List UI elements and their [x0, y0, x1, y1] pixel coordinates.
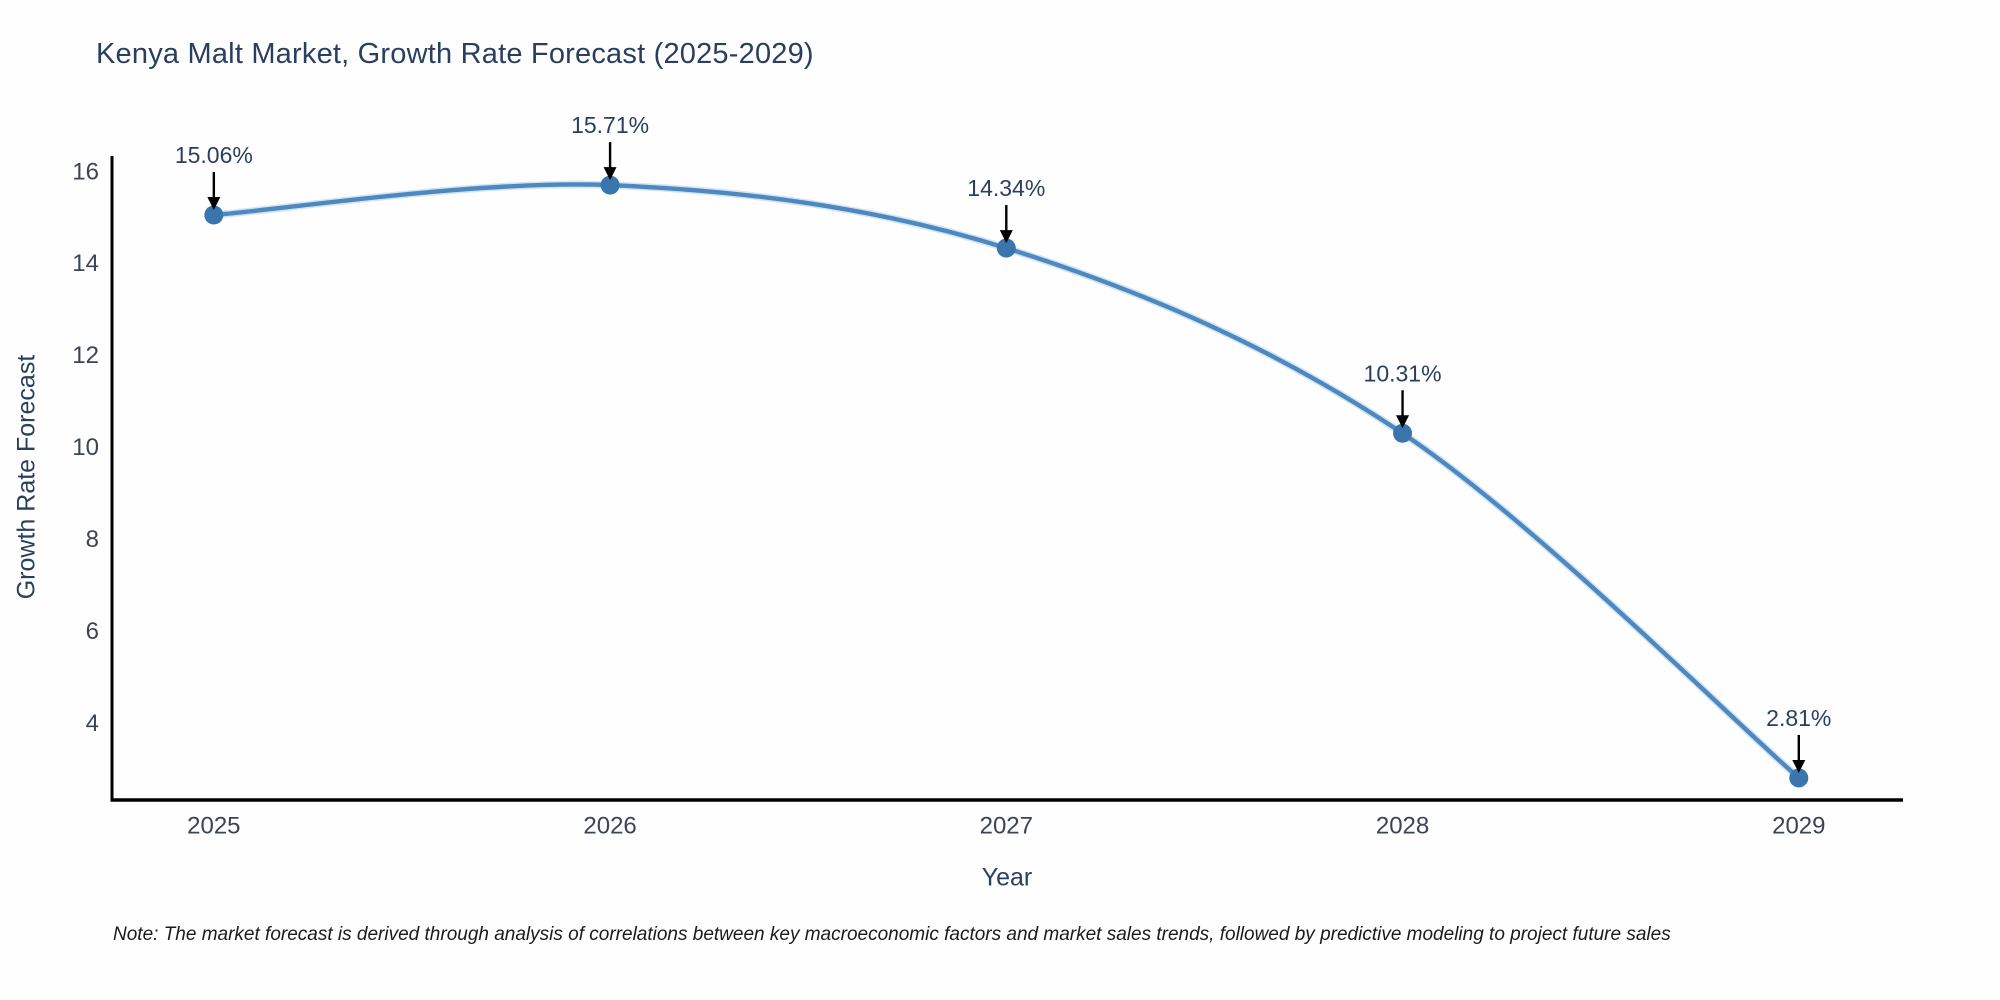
- annotation-arrowhead: [1396, 415, 1410, 429]
- annotation-arrowhead: [1792, 759, 1806, 773]
- y-tick-label: 16: [72, 158, 99, 185]
- x-tick-label: 2028: [1376, 813, 1429, 840]
- chart-title: Kenya Malt Market, Growth Rate Forecast …: [96, 38, 814, 70]
- x-axis-title: Year: [981, 863, 1033, 892]
- y-tick-label: 8: [86, 526, 99, 553]
- footnote: Note: The market forecast is derived thr…: [113, 924, 1671, 945]
- annotation-arrowhead: [603, 167, 617, 181]
- curve-line: [211, 182, 1801, 781]
- x-tick-label: 2027: [980, 813, 1033, 840]
- annotation-label: 15.71%: [571, 112, 649, 138]
- data-point-marker: [1393, 423, 1413, 443]
- annotation-arrowhead: [999, 230, 1013, 244]
- annotation-arrowhead: [207, 196, 221, 210]
- data-point-marker: [1789, 768, 1809, 788]
- y-tick-label: 12: [72, 342, 99, 369]
- y-tick-label: 4: [86, 710, 99, 737]
- data-point-marker: [600, 175, 620, 195]
- annotation-label: 2.81%: [1766, 705, 1831, 731]
- y-tick-label: 14: [72, 250, 99, 277]
- y-tick-label: 10: [72, 434, 99, 461]
- annotation-label: 10.31%: [1364, 360, 1442, 386]
- x-tick-label: 2025: [187, 813, 240, 840]
- x-tick-label: 2026: [583, 813, 636, 840]
- data-point-marker: [204, 205, 224, 225]
- annotation-label: 15.06%: [175, 142, 253, 168]
- x-tick-label: 2029: [1772, 813, 1825, 840]
- annotation-label: 14.34%: [967, 175, 1045, 201]
- curve-halo: [210, 180, 1803, 782]
- y-tick-label: 6: [86, 618, 99, 645]
- data-point-marker: [996, 238, 1016, 258]
